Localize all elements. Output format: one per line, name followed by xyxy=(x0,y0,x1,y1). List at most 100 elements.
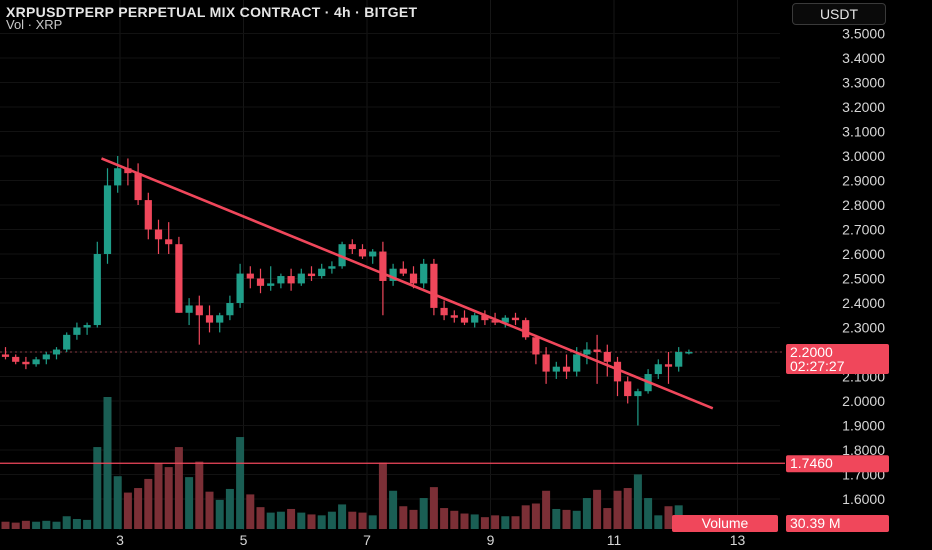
candle-body xyxy=(522,320,530,338)
candle-body xyxy=(532,337,540,355)
volume-bar xyxy=(123,492,132,529)
time-tick-label: 13 xyxy=(730,532,746,548)
candlesticks xyxy=(1,156,693,426)
volume-bar xyxy=(174,447,183,529)
volume-bar xyxy=(154,463,163,529)
volume-bar xyxy=(389,490,398,529)
price-tick-label: 2.3000 xyxy=(842,320,885,336)
volume-bar xyxy=(1,521,10,529)
candle-body xyxy=(664,364,673,367)
candle-body xyxy=(603,352,611,362)
volume-bar xyxy=(531,503,540,529)
volume-bar xyxy=(276,511,285,529)
time-tick-label: 11 xyxy=(607,532,622,548)
candle-body xyxy=(185,305,193,313)
volume-bar xyxy=(164,467,173,529)
volume-bar xyxy=(32,521,41,529)
price-tick-label: 2.8000 xyxy=(842,197,885,213)
current-price-value: 2.2000 xyxy=(790,344,833,360)
candle-body xyxy=(12,356,20,362)
volume-bar xyxy=(113,476,122,529)
candle-body xyxy=(256,278,265,286)
chart-grid xyxy=(0,0,785,530)
candle-body xyxy=(675,352,683,367)
volume-bar xyxy=(11,522,20,529)
candle-body xyxy=(267,283,275,286)
candle-body xyxy=(491,320,499,323)
candle-body xyxy=(358,249,367,257)
candle-body xyxy=(420,263,428,284)
time-tick-label: 9 xyxy=(487,532,495,548)
volume-bar xyxy=(623,488,632,529)
volume-bar xyxy=(215,499,224,529)
candle-body xyxy=(124,168,132,174)
volume-bar xyxy=(144,478,153,529)
time-tick-label: 3 xyxy=(116,532,124,548)
candle-body xyxy=(369,251,377,257)
volume-bar xyxy=(644,498,653,529)
countdown-timer: 02:27:27 xyxy=(790,358,845,374)
candle-body xyxy=(22,361,30,365)
volume-bar xyxy=(266,512,275,529)
volume-bar xyxy=(185,477,194,529)
price-tick-label: 2.7000 xyxy=(842,222,885,238)
candle-body xyxy=(73,327,81,335)
volume-bar xyxy=(93,447,102,529)
volume-bar xyxy=(501,516,510,529)
candle-body xyxy=(685,352,693,354)
price-axis[interactable]: 3.5000 3.4000 3.3000 3.2000 3.1000 3.0000 2.90… xyxy=(842,26,885,508)
candle-body xyxy=(1,354,10,357)
candle-body xyxy=(379,251,387,281)
price-tick-label: 2.5000 xyxy=(842,271,885,287)
volume-value-tag xyxy=(786,515,889,532)
candle-body xyxy=(573,354,581,372)
price-tick-label: 2.9000 xyxy=(842,173,885,189)
candle-body xyxy=(175,244,183,313)
candle-body xyxy=(562,366,571,372)
candle-body xyxy=(654,364,662,375)
candle-body xyxy=(450,315,458,318)
volume-bar xyxy=(297,512,306,529)
volume-bar xyxy=(236,437,245,529)
volume-bar xyxy=(562,509,571,529)
price-tick-label: 1.9000 xyxy=(842,418,885,434)
volume-bar xyxy=(511,516,520,529)
volume-name-label: Volume xyxy=(702,515,749,531)
volume-indicator-label[interactable]: Vol · XRP xyxy=(6,17,63,32)
volume-bar xyxy=(460,513,469,529)
volume-bar xyxy=(358,512,367,529)
volume-bar xyxy=(603,508,612,529)
candle-body xyxy=(83,325,91,328)
volume-bar xyxy=(83,519,92,529)
volume-bar xyxy=(613,490,622,529)
time-axis[interactable]: 3 5 7 9 11 13 xyxy=(116,532,745,548)
volume-bar xyxy=(409,509,418,529)
volume-bar xyxy=(480,517,489,529)
candle-body xyxy=(348,244,356,250)
volume-bar xyxy=(317,515,326,529)
candle-body xyxy=(32,359,40,365)
candle-body xyxy=(511,317,520,321)
candle-body xyxy=(328,266,336,269)
volume-bar xyxy=(419,498,428,529)
volume-bar xyxy=(470,514,479,529)
candle-body xyxy=(226,303,234,316)
volume-bar xyxy=(593,489,602,529)
currency-button[interactable]: USDT xyxy=(792,3,886,25)
volume-value: 30.39 M xyxy=(790,515,841,531)
volume-bar xyxy=(134,488,143,529)
candle-body xyxy=(103,185,112,254)
candle-body xyxy=(399,268,407,274)
candle-body xyxy=(144,200,152,230)
candle-body xyxy=(634,391,642,397)
candle-body xyxy=(93,254,101,326)
price-tick-label: 3.5000 xyxy=(842,26,885,42)
candle-body xyxy=(542,354,550,372)
candle-body xyxy=(63,334,71,350)
candle-body xyxy=(154,229,163,240)
volume-bar xyxy=(572,510,581,529)
candle-body xyxy=(307,273,316,277)
candle-body xyxy=(471,315,479,323)
